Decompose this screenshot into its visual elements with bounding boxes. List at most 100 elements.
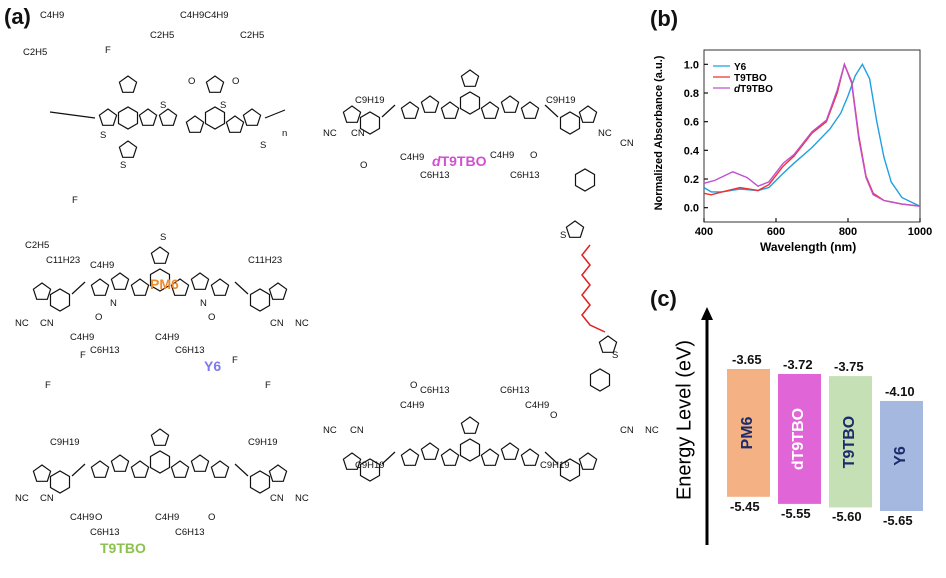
y6-bond	[71, 281, 86, 295]
dt9tbo-substituent-label: C6H13	[420, 170, 450, 181]
dt9tbo-bottom-ring	[559, 458, 581, 482]
dt9tbo-top-ring	[459, 91, 481, 115]
dt9tbo-substituent-label: CN	[351, 128, 365, 139]
dt9tbo-substituent-label: C4H9	[400, 152, 425, 163]
pm6-ring	[242, 108, 262, 126]
pm6-substituent-label: C2H5	[150, 30, 175, 41]
y6-ring	[210, 278, 230, 296]
pm6-ring	[118, 75, 138, 93]
y-tick-label: 0.2	[684, 174, 699, 186]
molecule-name-pm6: PM6	[150, 276, 179, 292]
t9tbo-ring	[268, 464, 288, 482]
x-tick-label: 400	[695, 226, 713, 238]
y6-substituent-label: NC	[295, 318, 309, 329]
name-rest: T9TBO	[440, 153, 487, 169]
pm6-ring	[158, 108, 178, 126]
pm6-substituent-label: S	[100, 130, 107, 141]
y6-ring	[149, 268, 171, 292]
y-tick-label: 1.0	[684, 59, 699, 71]
energy-bar-Y6	[880, 400, 923, 511]
dt9tbo-substituent-label: C4H9	[400, 400, 425, 411]
dt9tbo-bottom-ring	[440, 448, 460, 466]
thiophene-ring	[565, 220, 585, 238]
arrow-head-icon	[701, 307, 713, 320]
dt9tbo-bottom-ring	[520, 448, 540, 466]
pm6-substituent-label: S	[220, 100, 227, 111]
t9tbo-substituent-label: C9H19	[50, 437, 80, 448]
molecule-name-dt9tbo: dT9TBO	[432, 153, 486, 169]
y-tick-label: 0.0	[684, 203, 699, 215]
series-line-dT9TBO	[703, 62, 921, 207]
t9tbo-ring	[110, 454, 130, 472]
y6-substituent-label: S	[160, 232, 167, 243]
t9tbo-substituent-label: NC	[15, 493, 29, 504]
dt9tbo-substituent-label: C9H19	[355, 460, 385, 471]
t9tbo-ring	[190, 454, 210, 472]
dt9tbo-substituent-label: NC	[323, 128, 337, 139]
y6-substituent-label: F	[232, 355, 238, 366]
t9tbo-ring	[150, 428, 170, 446]
pm6-substituent-label: C2H5	[23, 47, 48, 58]
pm6-substituent-label: F	[105, 45, 111, 56]
y6-ring	[90, 278, 110, 296]
pm6-ring	[225, 115, 245, 133]
lumo-label: -3.72	[783, 356, 813, 372]
y-tick-label: 0.4	[684, 145, 700, 157]
y6-ring	[49, 288, 71, 312]
dt9tbo-top-ring	[520, 101, 540, 119]
dt9tbo-substituent-label: O	[410, 380, 418, 391]
t9tbo-ring	[49, 470, 71, 494]
y-tick-label: 0.6	[684, 117, 699, 129]
y6-substituent-label: O	[95, 312, 103, 323]
dt9tbo-top-ring	[559, 111, 581, 135]
y6-substituent-label: F	[80, 350, 86, 361]
pm6-bracket-bond	[49, 111, 96, 119]
t9tbo-ring	[32, 464, 52, 482]
t9tbo-ring	[149, 450, 171, 474]
dt9tbo-bottom-ring	[480, 448, 500, 466]
dt9tbo-bottom-ring	[460, 416, 480, 434]
y6-ring	[150, 246, 170, 264]
y6-ring	[170, 278, 190, 296]
y6-ring	[110, 272, 130, 290]
t9tbo-substituent-label: C6H13	[90, 527, 120, 538]
homo-label: -5.65	[883, 513, 913, 528]
y6-ring	[32, 282, 52, 300]
dt9tbo-top-ring	[460, 69, 480, 87]
molecule-name-y6: Y6	[204, 358, 222, 374]
pm6-substituent-label: C2H5	[25, 240, 50, 251]
dt9tbo-top-ring	[400, 101, 420, 119]
homo-label: -5.55	[781, 505, 811, 521]
legend-rest: T9TBO	[740, 84, 773, 95]
y6-substituent-label: CN	[40, 318, 54, 329]
pm6-bracket-bond	[264, 109, 286, 119]
dt9tbo-substituent-label: C6H13	[500, 385, 530, 396]
lumo-label: -3.65	[732, 352, 762, 367]
dt9tbo-substituent-label: S	[612, 350, 619, 361]
y6-substituent-label: C4H9	[155, 332, 180, 343]
dt9tbo-substituent-label: C4H9	[490, 150, 515, 161]
t9tbo-substituent-label: NC	[295, 493, 309, 504]
dt9tbo-substituent-label: C6H13	[420, 385, 450, 396]
t9tbo-substituent-label: C6H13	[175, 527, 205, 538]
panel-label-a: (a)	[4, 4, 31, 29]
lumo-label: -4.10	[885, 383, 915, 399]
y6-substituent-label: N	[110, 298, 117, 309]
energy-bar-dT9TBO	[778, 373, 821, 504]
panel-label-c: (c)	[650, 286, 677, 311]
pm6-ring	[204, 106, 226, 130]
dt9tbo-substituent-label: NC	[323, 425, 337, 436]
dt9tbo-top-ring	[342, 105, 362, 123]
dt9tbo-substituent-label: CN	[350, 425, 364, 436]
y6-substituent-label: F	[265, 380, 271, 391]
dt9tbo-bottom-ring	[500, 442, 520, 460]
dt9tbo-substituent-label: O	[550, 410, 558, 421]
legend-label-Y6: Y6	[734, 62, 747, 73]
y6-substituent-label: C6H13	[175, 345, 205, 356]
t9tbo-ring	[90, 460, 110, 478]
y6-substituent-label: C11H23	[248, 255, 283, 266]
x-axis-label-b: Wavelength (nm)	[760, 240, 857, 254]
t9tbo-substituent-label: O	[95, 512, 103, 523]
